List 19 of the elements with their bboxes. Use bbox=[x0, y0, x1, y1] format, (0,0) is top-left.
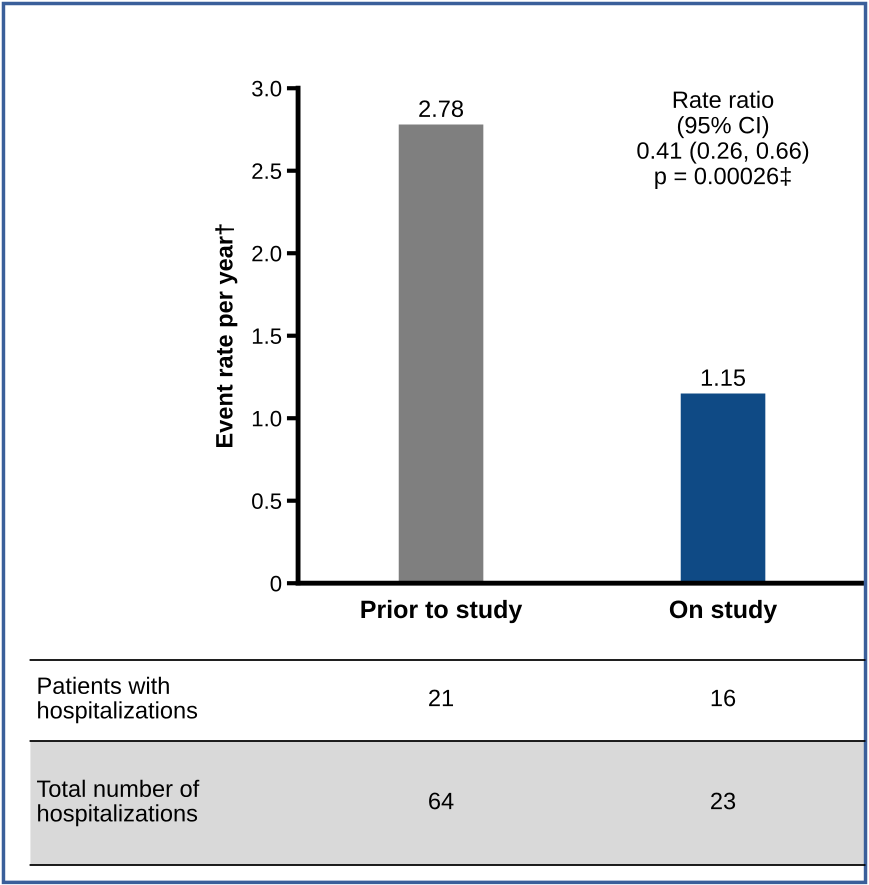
y-tick-label: 2.0 bbox=[252, 246, 282, 262]
text: 64 bbox=[429, 792, 454, 810]
y-tick-label: 0 bbox=[270, 576, 282, 592]
y-tick-label: 2.5 bbox=[252, 163, 282, 179]
text: Patients with hospitalizations bbox=[38, 676, 198, 724]
text: 21 bbox=[429, 690, 454, 706]
y-tick-label: 1.0 bbox=[252, 410, 282, 426]
annotation: Rate ratio (95% CI) 0.41 (0.26, 0.66) p = 0.00026‡ bbox=[637, 90, 808, 190]
text: 16 bbox=[712, 690, 736, 706]
x-tick-label: On study bbox=[670, 600, 778, 624]
data-label: 2.78 bbox=[419, 100, 463, 118]
x-tick-label: Prior to study bbox=[361, 600, 522, 624]
y-tick-label: 1.5 bbox=[252, 328, 282, 344]
text: 23 bbox=[711, 792, 736, 810]
text: Total number of hospitalizations bbox=[37, 780, 200, 826]
y-tick-label: 0.5 bbox=[252, 493, 282, 509]
y-tick-label: 3.0 bbox=[252, 80, 282, 97]
data-label: 1.15 bbox=[702, 370, 746, 386]
y-axis-title: Event rate per year† bbox=[215, 224, 238, 448]
